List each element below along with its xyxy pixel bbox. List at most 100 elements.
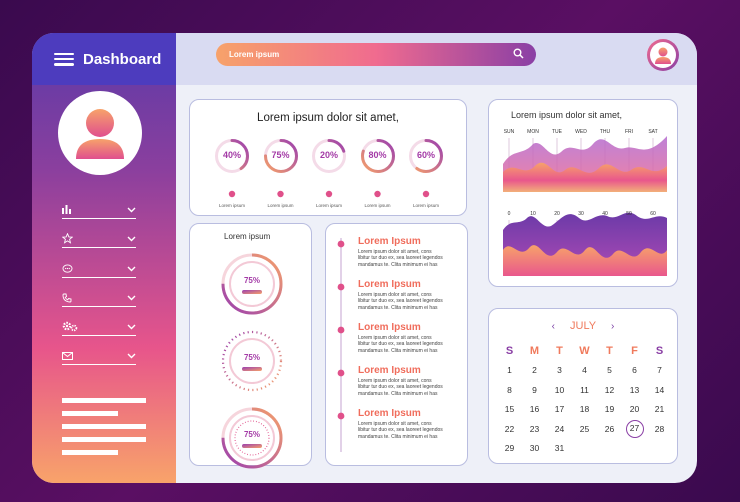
wave-tick-label: 40 (602, 211, 608, 217)
calendar-day[interactable]: 14 (654, 384, 665, 395)
search-bar[interactable]: Lorem ipsum (216, 43, 536, 66)
calendar-day[interactable]: 17 (554, 404, 565, 415)
calendar-day[interactable]: 30 (529, 443, 540, 454)
next-month-button[interactable]: › (611, 321, 615, 332)
user-avatar[interactable] (58, 91, 142, 175)
profile-avatar[interactable] (647, 39, 679, 71)
calendar-day[interactable]: 5 (607, 365, 612, 376)
list-card: Lorem Ipsum Lorem ipsum dolor sit amet, c… (325, 223, 468, 466)
user-icon (655, 47, 671, 64)
sidebar-item-messages[interactable] (62, 260, 136, 278)
calendar-day[interactable]: 20 (629, 404, 640, 415)
wave-tick-label: 50 (626, 211, 632, 217)
calendar-day[interactable]: 9 (532, 384, 537, 395)
calendar-day[interactable]: 15 (504, 404, 515, 415)
prev-month-button[interactable]: ‹ (551, 321, 555, 332)
calendar-day[interactable]: 28 (654, 423, 665, 434)
sidebar-item-settings[interactable] (62, 318, 136, 336)
chat-icon (62, 263, 73, 273)
calendar-day[interactable]: 13 (629, 384, 640, 395)
list-dot (337, 412, 345, 420)
calendar-day[interactable]: 11 (580, 384, 589, 395)
wave-tick-label: 30 (578, 211, 584, 217)
wave-chart-card: Lorem ipsum dolor sit amet, SUN MON TUE WED… (488, 99, 678, 287)
progress-timeline (204, 190, 452, 198)
sidebar-item-mail[interactable] (62, 347, 136, 365)
timeline-dot (325, 190, 333, 198)
gauge: 75% (220, 406, 284, 470)
progress-ring-arc (360, 139, 395, 173)
calendar-week-row: 15 16 17 18 19 20 21 (497, 400, 672, 420)
calendar-day[interactable]: 2 (532, 365, 537, 376)
calendar-day[interactable]: 7 (657, 365, 662, 376)
calendar-month: JULY (570, 320, 596, 332)
calendar-day[interactable]: 12 (604, 384, 615, 395)
calendar-week-row: 22 23 24 25 26 27 28 (497, 419, 672, 439)
calendar-day[interactable]: 4 (582, 365, 587, 376)
calendar-day[interactable]: 16 (529, 404, 540, 415)
calendar-day[interactable]: 19 (604, 404, 615, 415)
list-item-title: Lorem Ipsum (358, 279, 421, 290)
calendar-day[interactable]: 24 (554, 423, 565, 434)
list-item-body: Lorem ipsum dolor sit amet, cons libitur … (358, 378, 443, 397)
calendar-day[interactable]: 29 (504, 443, 515, 454)
calendar-day[interactable]: 31 (554, 443, 565, 454)
calendar-day[interactable]: 25 (579, 423, 590, 434)
chevron-down-icon (127, 295, 136, 300)
calendar-day[interactable]: 27 (625, 419, 644, 438)
list-item-body: Lorem ipsum dolor sit amet, cons libitur … (358, 249, 443, 268)
calendar-weekday: S (505, 344, 514, 357)
wave-day-label: TUE (552, 129, 562, 135)
calendar-day[interactable]: 21 (654, 404, 665, 415)
sidebar-item-analytics[interactable] (62, 201, 136, 219)
dashboard-window: Dashboard (32, 33, 697, 483)
list-item-title: Lorem Ipsum (358, 236, 421, 247)
calendar-weekday: M (529, 344, 540, 357)
wave-day-label: THU (599, 129, 611, 135)
list-item-body: Lorem ipsum dolor sit amet, cons libitur … (358, 292, 443, 311)
progress-ring-arc (215, 139, 249, 173)
sidebar-item-favorites[interactable] (62, 230, 136, 248)
chevron-down-icon (127, 236, 136, 241)
calendar-card: ‹ JULY › S M T W T F S 1 2 3 4 5 6 7 8 9 10 11 12 13 14 15 16 1… (488, 308, 678, 464)
sidebar-header: Dashboard (32, 33, 176, 85)
calendar-day[interactable]: 22 (504, 423, 515, 434)
calendar-day[interactable]: 23 (529, 423, 540, 434)
wave-tick-label: 10 (530, 211, 536, 217)
hamburger-menu-icon[interactable] (54, 52, 74, 66)
wave-tick-label: 0 (507, 211, 511, 217)
list-item-body: Lorem ipsum dolor sit amet, cons libitur … (358, 421, 443, 440)
search-icon[interactable] (513, 48, 524, 59)
calendar-week-row: 29 30 31 (497, 439, 672, 459)
gears-icon (62, 321, 78, 332)
list-dot (337, 369, 345, 377)
calendar-day[interactable]: 8 (507, 384, 512, 395)
progress-ring-arc (312, 139, 346, 173)
calendar-day[interactable]: 10 (554, 384, 565, 395)
calendar-weekday: S (655, 344, 664, 357)
calendar-day[interactable]: 18 (579, 404, 590, 415)
progress-ring-arc (263, 139, 298, 173)
gauge-card-title: Lorem ipsum (224, 232, 271, 241)
top-bar: Lorem ipsum (176, 33, 697, 85)
wave-day-label: FRI (624, 129, 634, 135)
calendar-header: ‹ JULY › (489, 320, 677, 332)
calendar-day[interactable]: 6 (632, 365, 637, 376)
bar-chart-icon (62, 205, 71, 214)
gauge-card: Lorem ipsum 75% 75% 75% (189, 223, 312, 469)
list-dot (337, 283, 345, 291)
progress-ring: 80% (360, 138, 396, 174)
user-icon (76, 109, 124, 159)
progress-ring-label: 75% (271, 150, 290, 160)
list-item: Lorem Ipsum Lorem ipsum dolor sit amet, c… (358, 322, 463, 354)
timeline-dot (374, 190, 381, 198)
progress-ring: 60% (408, 138, 444, 174)
sidebar: Dashboard (32, 33, 176, 483)
calendar-day[interactable]: 26 (604, 423, 615, 434)
calendar-day[interactable]: 1 (507, 365, 512, 376)
wave-day-label: MON (527, 129, 539, 135)
calendar-day[interactable]: 3 (557, 365, 562, 376)
list-item: Lorem Ipsum Lorem ipsum dolor sit amet, c… (358, 279, 463, 311)
sidebar-item-calls[interactable] (62, 289, 136, 307)
